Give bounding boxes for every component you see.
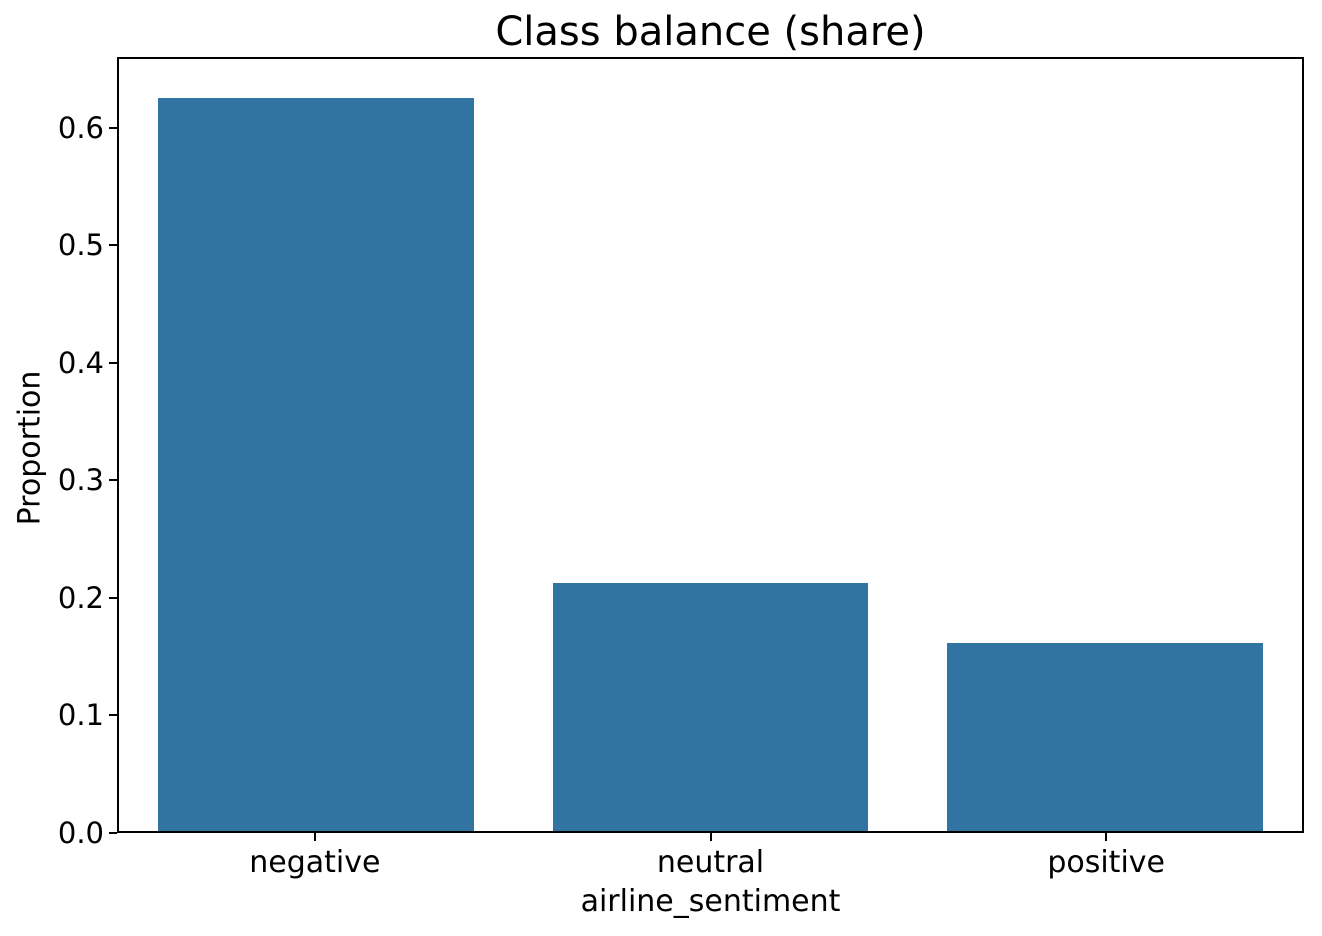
x-tick-label-positive: positive <box>1047 845 1165 880</box>
y-tick-label: 0.6 <box>57 110 104 145</box>
plot-area <box>117 57 1304 833</box>
y-tick-mark <box>109 714 117 717</box>
bar-positive <box>947 642 1263 831</box>
bar-neutral <box>552 583 869 831</box>
y-tick-mark <box>109 596 117 599</box>
y-axis-label: Proportion <box>12 370 48 526</box>
x-tick-mark <box>313 833 316 841</box>
y-tick-label: 0.1 <box>57 698 104 733</box>
y-tick-label: 0.0 <box>57 816 104 850</box>
y-tick-label: 0.3 <box>57 463 104 498</box>
x-tick-mark <box>709 833 712 841</box>
y-tick-label: 0.4 <box>57 345 104 380</box>
y-tick-mark <box>109 126 117 129</box>
bar-negative <box>158 97 474 831</box>
x-tick-label-negative: negative <box>249 845 381 880</box>
y-tick-mark <box>109 361 117 364</box>
y-tick-label: 0.5 <box>57 228 104 263</box>
y-tick-mark <box>109 244 117 247</box>
chart-title: Class balance (share) <box>495 9 926 55</box>
y-tick-label: 0.2 <box>57 580 104 615</box>
x-axis-label: airline_sentiment <box>580 884 841 919</box>
y-tick-mark <box>109 832 117 834</box>
x-tick-mark <box>1105 833 1108 841</box>
y-tick-mark <box>109 479 117 482</box>
x-tick-label-neutral: neutral <box>656 845 765 880</box>
